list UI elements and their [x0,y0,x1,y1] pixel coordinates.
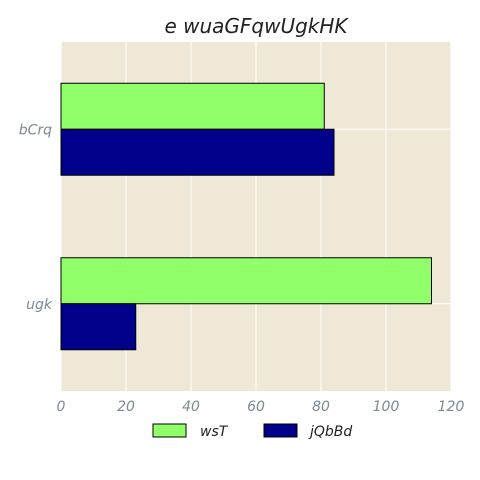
x-tick-label: 40 [182,399,200,415]
x-axis-ticks: 0 20 40 60 80 100 120 [57,399,465,415]
x-tick-label: 0 [57,399,66,415]
bar-jQbBd-ugk [61,304,136,350]
legend-label-wsT: wsT [200,424,229,440]
bar-jQbBd-bCrq [61,129,334,175]
bar-wsT-bCrq [61,83,324,129]
x-tick-label: 20 [117,399,135,415]
bar-wsT-ugk [61,258,432,304]
x-tick-label: 100 [373,399,400,415]
x-tick-label: 80 [312,399,330,415]
y-tick-label: ugk [26,297,53,313]
legend-label-jQbBd: jQbBd [308,424,352,440]
legend-swatch-wsT [153,424,186,437]
legend: wsT jQbBd [153,424,352,440]
x-tick-label: 60 [247,399,265,415]
legend-swatch-jQbBd [264,424,297,437]
y-tick-label: bCrq [19,122,52,138]
x-tick-label: 120 [438,399,465,415]
chart-title: e wuaGFqwUgkHK [164,14,349,38]
y-axis-ticks: bCrq ugk [19,122,53,313]
